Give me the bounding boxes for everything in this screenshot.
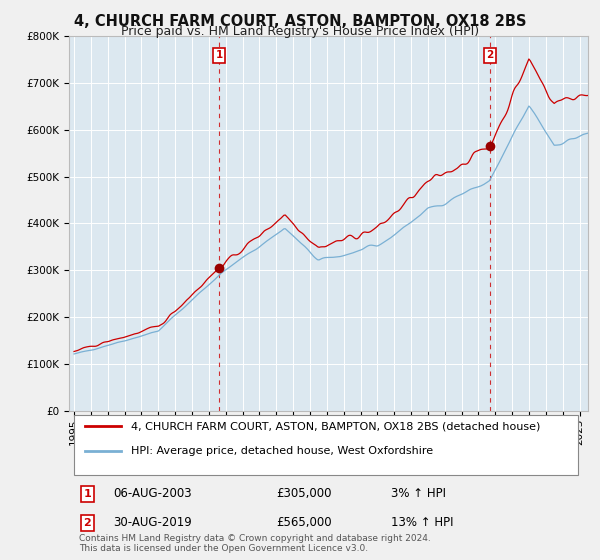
Text: 4, CHURCH FARM COURT, ASTON, BAMPTON, OX18 2BS: 4, CHURCH FARM COURT, ASTON, BAMPTON, OX…: [74, 14, 526, 29]
Text: 2: 2: [486, 50, 493, 60]
Text: £565,000: £565,000: [277, 516, 332, 529]
Text: £305,000: £305,000: [277, 487, 332, 501]
Text: HPI: Average price, detached house, West Oxfordshire: HPI: Average price, detached house, West…: [131, 446, 433, 456]
FancyBboxPatch shape: [74, 415, 578, 475]
Text: 30-AUG-2019: 30-AUG-2019: [113, 516, 192, 529]
Text: 2: 2: [83, 518, 91, 528]
Text: 1: 1: [83, 489, 91, 499]
Text: 1: 1: [215, 50, 223, 60]
Text: 4, CHURCH FARM COURT, ASTON, BAMPTON, OX18 2BS (detached house): 4, CHURCH FARM COURT, ASTON, BAMPTON, OX…: [131, 421, 541, 431]
Text: 06-AUG-2003: 06-AUG-2003: [113, 487, 192, 501]
Text: Contains HM Land Registry data © Crown copyright and database right 2024.
This d: Contains HM Land Registry data © Crown c…: [79, 534, 431, 553]
Text: Price paid vs. HM Land Registry's House Price Index (HPI): Price paid vs. HM Land Registry's House …: [121, 25, 479, 38]
Text: 3% ↑ HPI: 3% ↑ HPI: [391, 487, 446, 501]
Text: 13% ↑ HPI: 13% ↑ HPI: [391, 516, 453, 529]
